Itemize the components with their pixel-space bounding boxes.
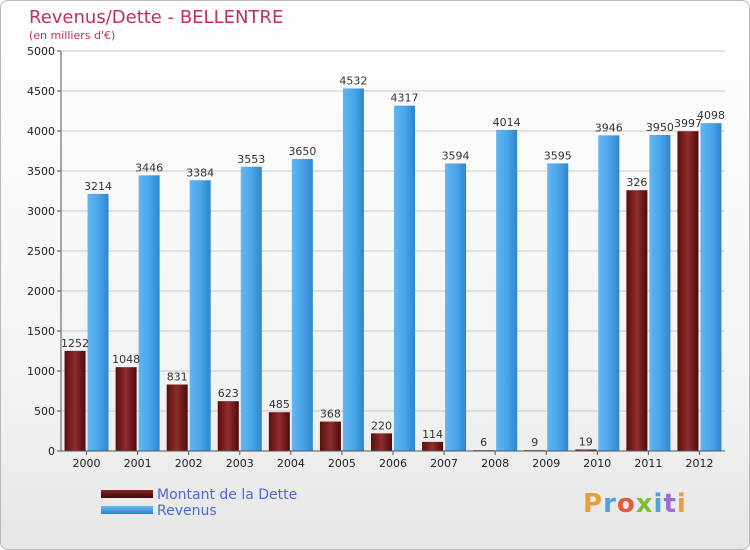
data-label-revenue-2004: 3650 (288, 145, 316, 158)
chart-subtitle: (en milliers d'€) (29, 29, 116, 42)
data-label-debt-2005: 368 (320, 408, 341, 421)
bar-revenue-2009 (547, 163, 569, 451)
y-tick-label-1500: 1500 (27, 325, 55, 338)
data-label-revenue-2000: 3214 (84, 180, 112, 193)
bar-revenue-2003 (240, 166, 262, 451)
data-label-revenue-2005: 4532 (339, 74, 367, 87)
y-tick-label-2500: 2500 (27, 245, 55, 258)
legend-label-revenue: Revenus (157, 503, 217, 519)
bar-debt-2000 (64, 350, 86, 451)
y-tick-label-4500: 4500 (27, 85, 55, 98)
data-label-revenue-2010: 3946 (595, 121, 623, 134)
data-label-debt-2006: 220 (371, 419, 392, 432)
bar-debt-2003 (217, 401, 239, 451)
data-label-debt-2002: 831 (167, 371, 188, 384)
x-tick-label-2006: 2006 (379, 457, 407, 470)
data-label-revenue-2008: 4014 (493, 116, 521, 129)
legend-swatch-revenue (101, 506, 153, 514)
data-label-debt-2004: 485 (269, 398, 290, 411)
data-label-debt-2009: 9 (531, 436, 538, 449)
x-tick-label-2000: 2000 (73, 457, 101, 470)
bar-revenue-2011 (649, 135, 671, 451)
data-label-debt-2010: 19 (579, 435, 593, 448)
bar-debt-2005 (319, 421, 341, 451)
y-tick-label-4000: 4000 (27, 125, 55, 138)
bar-debt-2011 (626, 190, 648, 451)
bar-revenue-2008 (496, 129, 518, 451)
bar-debt-2004 (268, 412, 290, 451)
data-label-debt-2012: 3997 (674, 117, 702, 130)
y-tick-label-1000: 1000 (27, 365, 55, 378)
x-tick-label-2003: 2003 (226, 457, 254, 470)
legend-swatch-debt (101, 490, 153, 498)
bar-debt-2006 (371, 433, 392, 451)
x-tick-label-2004: 2004 (277, 457, 305, 470)
data-label-revenue-2003: 3553 (237, 153, 265, 166)
x-tick-label-2005: 2005 (328, 457, 356, 470)
data-label-debt-2007: 114 (422, 428, 443, 441)
y-tick-label-5000: 5000 (27, 45, 55, 58)
data-label-debt-2008: 6 (480, 436, 487, 449)
data-label-revenue-2001: 3446 (135, 161, 163, 174)
bar-debt-2012 (677, 131, 699, 452)
data-label-debt-2011: 326 (626, 176, 647, 189)
y-tick-label-3500: 3500 (27, 165, 55, 178)
data-label-revenue-2011: 3950 (646, 121, 674, 134)
data-label-debt-2003: 623 (218, 387, 239, 400)
y-tick-label-0: 0 (48, 445, 55, 458)
x-tick-label-2011: 2011 (634, 457, 662, 470)
bar-revenue-2000 (87, 193, 109, 451)
x-tick-label-2009: 2009 (532, 457, 560, 470)
data-label-revenue-2002: 3384 (186, 166, 214, 179)
bar-revenue-2004 (291, 159, 313, 451)
x-tick-label-2001: 2001 (124, 457, 152, 470)
bar-revenue-2002 (189, 180, 211, 451)
bar-debt-2002 (166, 384, 188, 451)
bar-debt-2001 (115, 367, 137, 451)
bar-revenue-2006 (394, 105, 415, 451)
chart-title: Revenus/Dette - BELLENTRE (29, 7, 284, 28)
x-tick-label-2012: 2012 (685, 457, 713, 470)
x-tick-label-2008: 2008 (481, 457, 509, 470)
x-tick-label-2007: 2007 (430, 457, 458, 470)
y-tick-label-2000: 2000 (27, 285, 55, 298)
data-label-debt-2000: 1252 (61, 337, 89, 350)
x-tick-label-2010: 2010 (583, 457, 611, 470)
proxiti-logo: Proxiti (583, 489, 687, 519)
bar-revenue-2007 (445, 163, 467, 452)
data-label-revenue-2009: 3595 (544, 149, 572, 162)
bar-debt-2007 (422, 441, 444, 451)
bar-revenue-2001 (138, 175, 160, 451)
data-label-revenue-2007: 3594 (442, 149, 470, 162)
legend-label-debt: Montant de la Dette (157, 487, 298, 503)
x-tick-label-2002: 2002 (175, 457, 203, 470)
y-tick-label-3000: 3000 (27, 205, 55, 218)
data-label-revenue-2012: 4098 (697, 109, 725, 122)
bar-debt-2010 (575, 449, 597, 451)
bar-revenue-2005 (342, 88, 364, 451)
data-label-revenue-2006: 4317 (391, 92, 419, 105)
bar-revenue-2010 (598, 135, 620, 451)
data-label-debt-2001: 1048 (112, 353, 140, 366)
bar-revenue-2012 (700, 123, 722, 451)
y-tick-label-500: 500 (34, 405, 55, 418)
